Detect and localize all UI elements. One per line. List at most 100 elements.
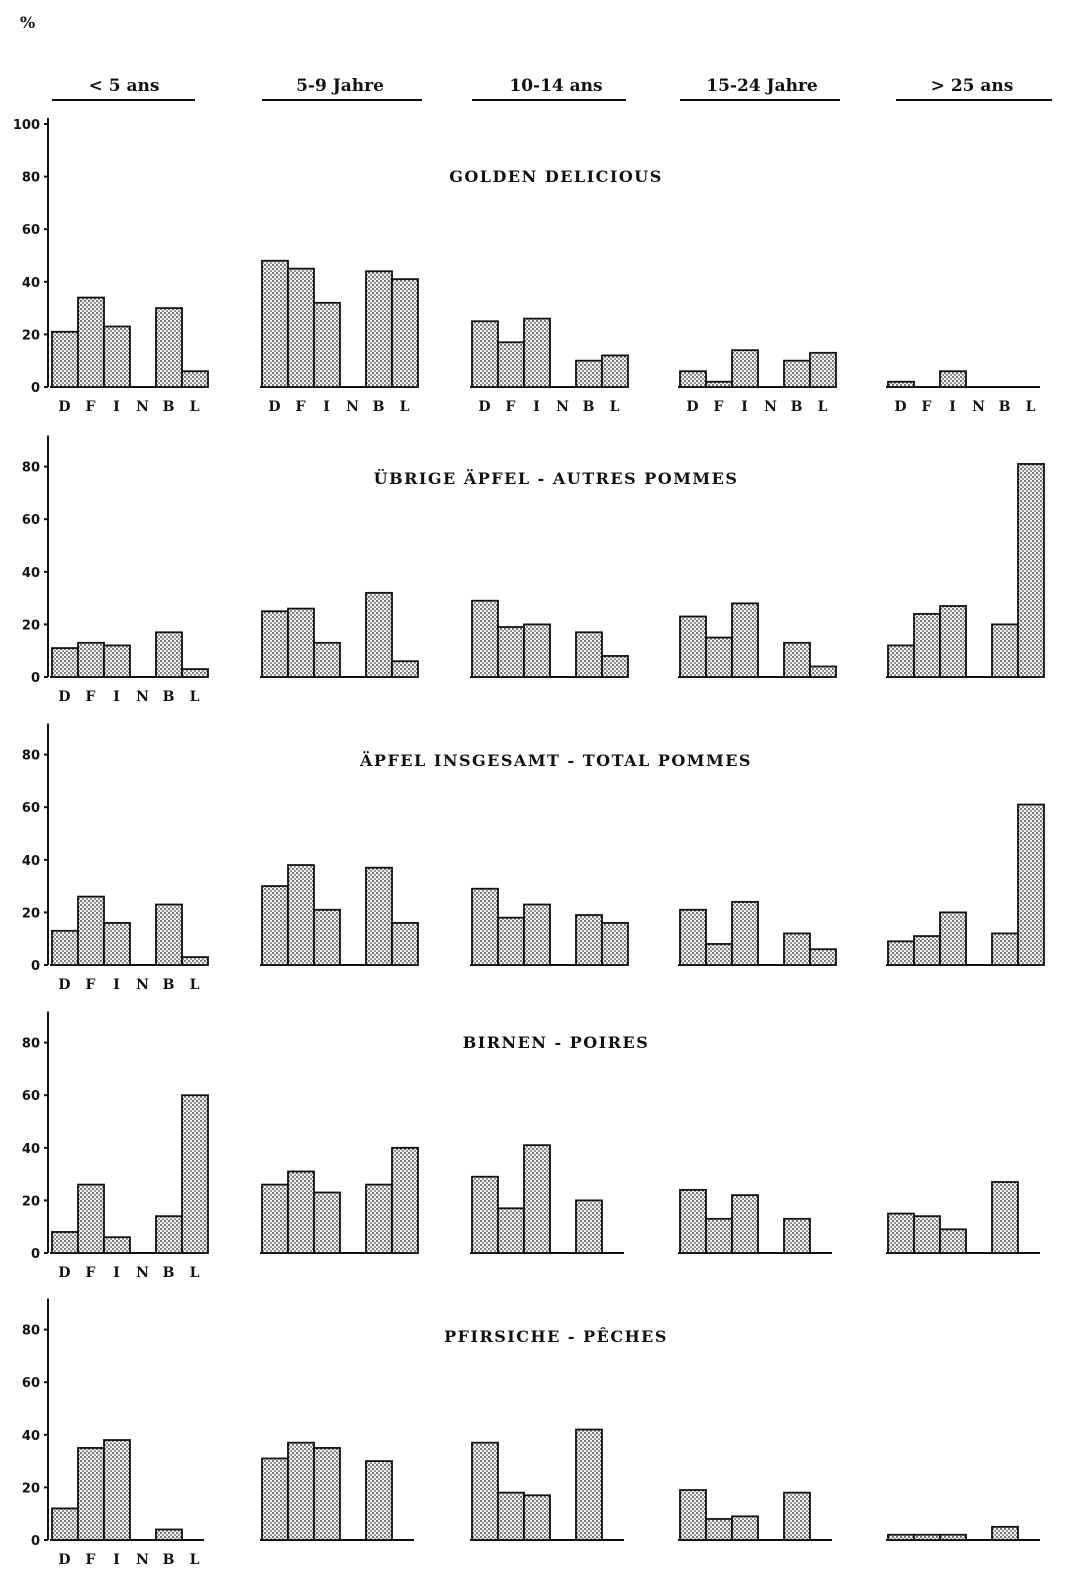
- bar: [783, 1217, 811, 1254]
- bar: [575, 359, 603, 388]
- bar: [1017, 463, 1045, 678]
- bar: [51, 1507, 79, 1541]
- y-tick-label: 40: [22, 854, 40, 869]
- bar: [939, 1228, 967, 1254]
- y-tick-label: 0: [31, 1247, 40, 1262]
- category-label: F: [86, 399, 97, 415]
- bar: [51, 1231, 79, 1254]
- bar: [51, 330, 79, 388]
- panel-title: ÜBRIGE ÄPFEL - AUTRES POMMES: [374, 468, 739, 488]
- age-group-label: 15-24 Jahre: [706, 76, 818, 96]
- y-tick-label: 100: [13, 118, 40, 133]
- bar: [939, 1533, 967, 1541]
- bar: [523, 623, 551, 678]
- bar: [181, 668, 209, 678]
- bar: [471, 1441, 499, 1541]
- y-tick-label: 20: [22, 1481, 40, 1496]
- category-label: N: [764, 399, 778, 415]
- bar: [991, 1181, 1019, 1254]
- bar: [679, 1489, 707, 1541]
- bar: [731, 1515, 759, 1541]
- category-label: D: [58, 977, 71, 993]
- bar: [181, 370, 209, 388]
- bar: [783, 932, 811, 966]
- bar: [181, 1094, 209, 1254]
- category-label: N: [136, 1552, 150, 1568]
- bar: [887, 1533, 915, 1541]
- y-tick-label: 20: [22, 1194, 40, 1209]
- bar: [887, 644, 915, 678]
- y-tick-label: 80: [22, 1037, 40, 1052]
- category-label: B: [583, 399, 596, 415]
- category-label: D: [58, 1265, 71, 1281]
- category-label: D: [894, 399, 907, 415]
- category-label: L: [190, 1265, 201, 1281]
- y-tick-label: 0: [31, 1534, 40, 1549]
- bar: [471, 320, 499, 388]
- bar: [77, 296, 105, 388]
- bar: [679, 908, 707, 966]
- bar: [155, 307, 183, 388]
- category-label: L: [190, 977, 201, 993]
- bar: [103, 922, 131, 966]
- bar: [523, 1144, 551, 1254]
- chart-panel: 0 20 40 60 80 ÜBRIGE ÄPFEL - AUTRES POMMES D F I…: [22, 435, 1045, 705]
- bar: [705, 636, 733, 678]
- bar: [471, 1175, 499, 1254]
- bar: [287, 607, 315, 678]
- y-unit-label: %: [20, 13, 35, 32]
- bar: [913, 1215, 941, 1254]
- category-label: D: [478, 399, 491, 415]
- bar: [103, 644, 131, 678]
- bar: [155, 903, 183, 966]
- bar: [365, 270, 393, 388]
- y-tick-label: 60: [22, 1089, 40, 1104]
- category-label: N: [136, 977, 150, 993]
- category-label: B: [791, 399, 804, 415]
- bar: [471, 599, 499, 678]
- y-tick-label: 60: [22, 801, 40, 816]
- category-label: L: [190, 1552, 201, 1568]
- bar: [575, 1428, 603, 1541]
- category-label: I: [113, 977, 121, 993]
- bar: [103, 1236, 131, 1254]
- bar: [261, 1457, 289, 1541]
- bar: [261, 1183, 289, 1254]
- category-label: N: [136, 689, 150, 705]
- bar: [497, 916, 525, 966]
- bar: [365, 591, 393, 678]
- category-label: F: [714, 399, 725, 415]
- bar: [391, 922, 419, 966]
- bar: [887, 380, 915, 388]
- bar: [991, 932, 1019, 966]
- category-label: I: [533, 399, 541, 415]
- bar: [523, 317, 551, 388]
- bar: [1017, 803, 1045, 966]
- bar: [809, 948, 837, 966]
- category-label: D: [58, 689, 71, 705]
- bar: [913, 935, 941, 966]
- bar: [913, 1533, 941, 1541]
- chart-panel: 0 20 40 60 80 ÄPFEL INSGESAMT - TOTAL POMMES D…: [22, 723, 1045, 993]
- category-label: L: [400, 399, 411, 415]
- bar: [497, 341, 525, 388]
- category-label: L: [190, 689, 201, 705]
- bar: [313, 1191, 341, 1254]
- bar: [261, 610, 289, 678]
- category-label: F: [506, 399, 517, 415]
- age-group-label: > 25 ans: [931, 76, 1014, 96]
- bar: [155, 1215, 183, 1254]
- category-label: L: [818, 399, 829, 415]
- y-tick-label: 0: [31, 959, 40, 974]
- category-label: F: [922, 399, 933, 415]
- category-label: D: [268, 399, 281, 415]
- bar: [261, 259, 289, 388]
- panel-title: PFIRSICHE - PÊCHES: [444, 1326, 668, 1346]
- bar: [261, 885, 289, 966]
- bar: [601, 354, 629, 388]
- bar: [103, 325, 131, 388]
- bar: [365, 866, 393, 966]
- bar: [523, 903, 551, 966]
- bar: [313, 1447, 341, 1541]
